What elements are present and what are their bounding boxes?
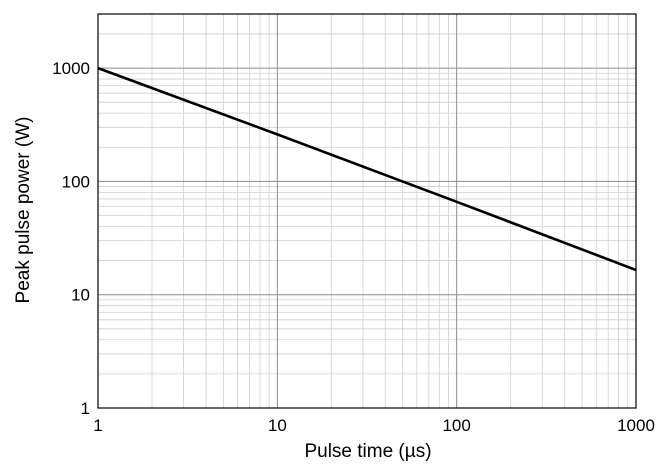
x-tick-label: 1: [93, 416, 102, 435]
y-tick-label: 10: [71, 286, 90, 305]
x-tick-label: 1000: [617, 416, 655, 435]
plot-frame: [97, 13, 637, 409]
x-axis-title: Pulse time (µs): [304, 441, 431, 462]
y-tick-label: 1000: [52, 59, 90, 78]
series-layer: [97, 66, 637, 272]
y-tick-label: 1: [81, 399, 90, 418]
x-tick-label: 10: [268, 416, 287, 435]
x-tick-label: 100: [442, 416, 470, 435]
tick-labels: 1 10 100 1000 1 10 100 1000: [52, 59, 655, 435]
minor-gridlines: [98, 13, 636, 408]
y-tick-label: 100: [62, 172, 90, 191]
series-line-1: [97, 66, 637, 272]
y-axis-title: Peak pulse power (W): [13, 117, 34, 304]
